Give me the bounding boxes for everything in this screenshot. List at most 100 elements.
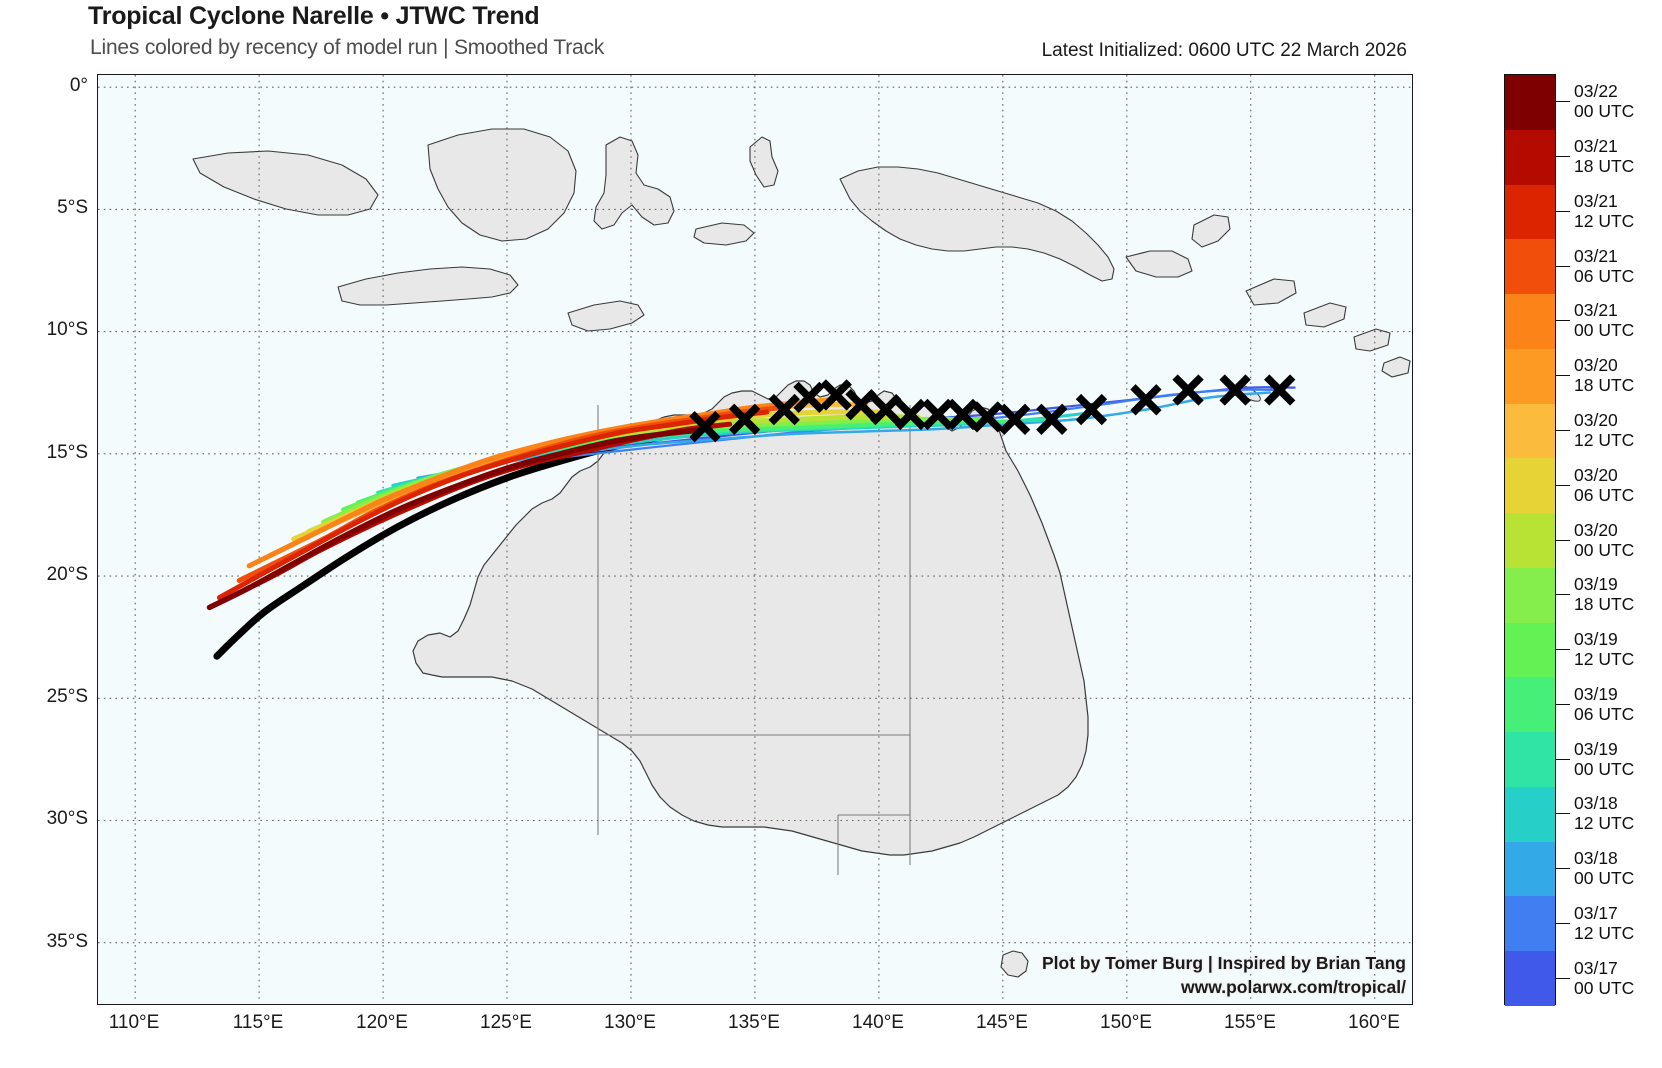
track-position-marker [870, 393, 902, 426]
colorbar-tick [1556, 320, 1570, 322]
colorbar-tick-label: 03/20 12 UTC [1574, 409, 1635, 450]
colorbar-tick-label: 03/19 18 UTC [1574, 574, 1635, 615]
colorbar-tick-label: 03/21 18 UTC [1574, 136, 1635, 177]
colorbar-tick-label: 03/21 00 UTC [1574, 300, 1635, 341]
colorbar-tick [1556, 101, 1570, 103]
y-tick-label: 5°S [57, 197, 88, 218]
colorbar-tick-label: 03/19 06 UTC [1574, 683, 1635, 724]
y-tick-label: 10°S [46, 319, 88, 340]
x-tick-label: 135°E [728, 1012, 780, 1033]
map-canvas [98, 75, 1412, 1004]
cyclone-track-map [98, 75, 1411, 1003]
colorbar-segment [1505, 239, 1555, 294]
colorbar-segment [1505, 348, 1555, 404]
track-position-marker [1036, 403, 1068, 435]
colorbar-tick-label: 03/19 12 UTC [1574, 629, 1635, 670]
x-tick-label: 160°E [1348, 1012, 1400, 1033]
colorbar-segment [1505, 841, 1555, 897]
colorbar-tick-label: 03/19 00 UTC [1574, 738, 1635, 779]
colorbar-segment [1505, 129, 1555, 185]
colorbar-tick [1556, 649, 1570, 651]
colorbar-tick [1556, 156, 1570, 158]
x-tick-label: 150°E [1100, 1012, 1152, 1033]
colorbar-tick [1556, 758, 1570, 760]
track-position-marker [894, 398, 927, 431]
credit-author: Plot by Tomer Burg | Inspired by Brian T… [1041, 953, 1406, 973]
track-position-marker [1219, 374, 1251, 406]
track-position-marker [768, 393, 800, 426]
colorbar-tick [1556, 429, 1570, 431]
track-position-marker [922, 398, 954, 431]
track-position-marker [689, 411, 721, 443]
x-tick-label: 140°E [852, 1012, 904, 1033]
track-position-marker [998, 403, 1031, 435]
y-tick-label: 25°S [46, 686, 88, 707]
colorbar-tick [1556, 703, 1570, 705]
colorbar-tick [1556, 922, 1570, 924]
colorbar-segment [1505, 403, 1555, 459]
track-position-marker [971, 401, 1004, 433]
track-line [206, 426, 713, 611]
recency-colorbar[interactable] [1504, 74, 1556, 1006]
colorbar-segment [1505, 513, 1555, 568]
colorbar-segment [1505, 622, 1555, 678]
track-position-marker [1130, 384, 1162, 416]
track-position-marker [728, 403, 761, 435]
colorbar-segment [1505, 951, 1555, 1006]
colorbar-tick [1556, 813, 1570, 815]
colorbar-segment [1505, 567, 1555, 623]
colorbar-tick-label: 03/17 12 UTC [1574, 902, 1635, 943]
colorbar-tick-label: 03/20 06 UTC [1574, 464, 1635, 505]
x-tick-label: 110°E [108, 1012, 160, 1033]
y-tick-label: 35°S [46, 931, 88, 952]
colorbar-segment [1505, 75, 1555, 130]
colorbar-tick [1556, 210, 1570, 212]
x-tick-label: 130°E [604, 1012, 656, 1033]
colorbar-tick [1556, 868, 1570, 870]
track-line [246, 399, 807, 569]
x-tick-label: 120°E [356, 1012, 408, 1033]
colorbar-tick [1556, 484, 1570, 486]
credit-url[interactable]: www.polarwx.com/tropical/ [1181, 977, 1406, 997]
track-position-marker [1172, 374, 1204, 406]
colorbar-tick-label: 03/22 00 UTC [1574, 81, 1635, 122]
track-position-marker [1264, 374, 1296, 406]
track-position-marker [946, 398, 979, 431]
colorbar-segment [1505, 294, 1555, 349]
colorbar-segment [1505, 184, 1555, 240]
y-tick-label: 15°S [46, 442, 88, 463]
map-panel[interactable] [97, 74, 1413, 1005]
y-tick-label: 20°S [46, 564, 88, 585]
colorbar-tick [1556, 539, 1570, 541]
colorbar-segment [1505, 896, 1555, 951]
colorbar-segment [1505, 458, 1555, 513]
y-tick-label: 30°S [46, 808, 88, 829]
page-subtitle: Lines colored by recency of model run | … [90, 36, 605, 59]
colorbar-tick-label: 03/20 18 UTC [1574, 355, 1635, 396]
colorbar-tick-label: 03/17 00 UTC [1574, 957, 1635, 998]
colorbar-segment [1505, 677, 1555, 732]
track-position-marker [1075, 393, 1108, 426]
y-tick-label: 0° [69, 75, 88, 96]
page-title: Tropical Cyclone Narelle • JTWC Trend [88, 2, 540, 30]
track-line [216, 409, 770, 601]
colorbar-tick-label: 03/18 12 UTC [1574, 793, 1635, 834]
colorbar-tick-label: 03/20 00 UTC [1574, 519, 1635, 560]
colorbar-tick [1556, 375, 1570, 377]
track-position-marker [820, 379, 852, 411]
colorbar-tick-label: 03/21 12 UTC [1574, 190, 1635, 231]
colorbar-tick-label: 03/18 00 UTC [1574, 848, 1635, 889]
colorbar-segment [1505, 732, 1555, 787]
x-tick-label: 145°E [976, 1012, 1028, 1033]
x-tick-label: 125°E [480, 1012, 532, 1033]
colorbar-tick [1556, 594, 1570, 596]
track-position-marker [793, 381, 825, 414]
colorbar-segment [1505, 786, 1555, 842]
track-position-marker [845, 389, 877, 421]
colorbar-tick-label: 03/21 06 UTC [1574, 245, 1635, 286]
colorbar-tick [1556, 265, 1570, 267]
x-tick-label: 115°E [232, 1012, 284, 1033]
credit-block: Plot by Tomer Burg | Inspired by Brian T… [1042, 953, 1406, 998]
latest-initialized-label: Latest Initialized: 0600 UTC 22 March 20… [1041, 40, 1407, 61]
x-tick-label: 155°E [1224, 1012, 1276, 1033]
